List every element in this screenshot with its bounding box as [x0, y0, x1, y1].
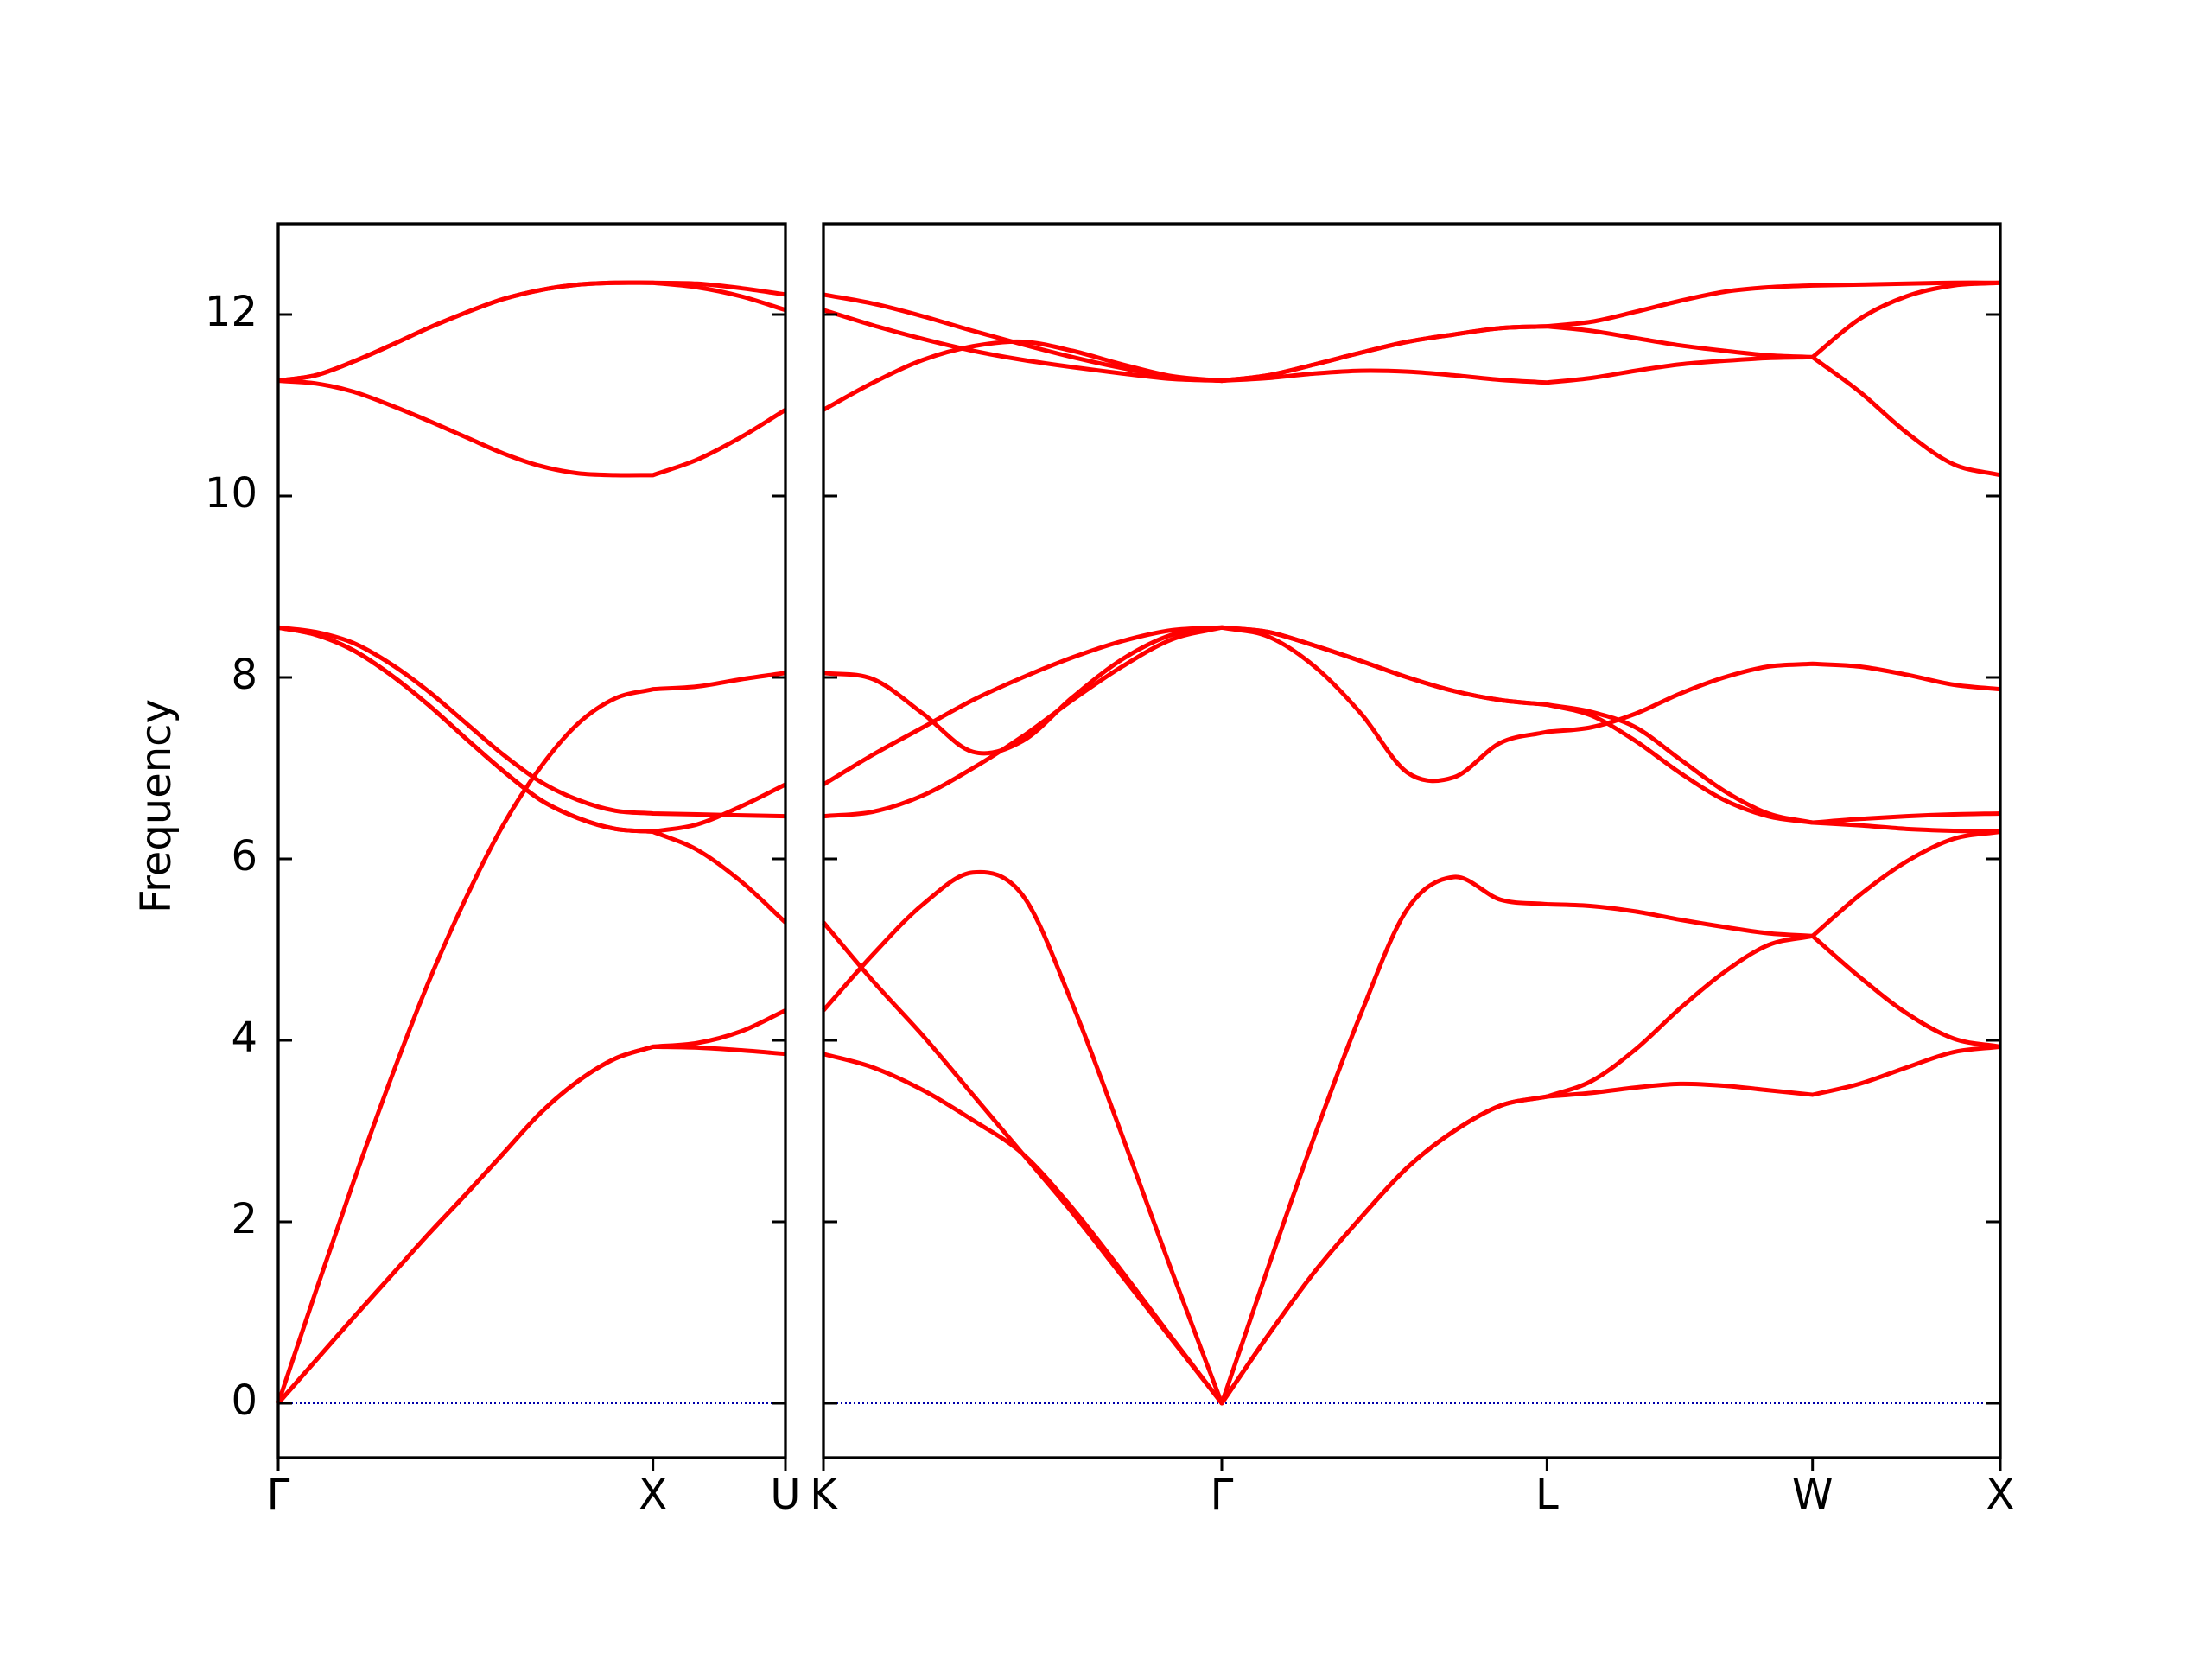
band-line — [277, 378, 787, 478]
y-tick-label: 6 — [231, 832, 257, 880]
x-tick-label: U — [770, 1471, 800, 1519]
x-tick-label: Γ — [267, 1471, 290, 1519]
y-tick-label: 8 — [231, 651, 257, 699]
y-tick-label: 4 — [231, 1014, 257, 1062]
band-line — [277, 280, 786, 384]
x-tick-label: X — [639, 1471, 667, 1519]
band-line — [823, 280, 2001, 384]
band-line — [822, 830, 2001, 1406]
band-line — [823, 625, 2001, 819]
band-line — [823, 625, 2001, 825]
plot-frame — [822, 222, 2002, 1459]
y-tick-label: 12 — [205, 288, 257, 336]
x-tick-label: K — [810, 1471, 838, 1519]
band-line — [276, 671, 786, 1404]
band-line — [822, 920, 2001, 1406]
y-tick-label: 0 — [231, 1376, 257, 1425]
band-line — [276, 1008, 787, 1405]
x-tick-label: X — [1986, 1471, 2015, 1519]
y-tick-label: 2 — [231, 1195, 257, 1243]
y-axis-label: Frequency — [132, 699, 181, 913]
plot-frame — [276, 222, 787, 1459]
y-tick-label: 10 — [205, 469, 257, 518]
x-tick-label: W — [1792, 1471, 1833, 1519]
band-line — [277, 625, 787, 834]
x-tick-label: L — [1535, 1471, 1559, 1519]
band-line — [277, 625, 786, 819]
x-tick-label: Γ — [1211, 1471, 1234, 1519]
